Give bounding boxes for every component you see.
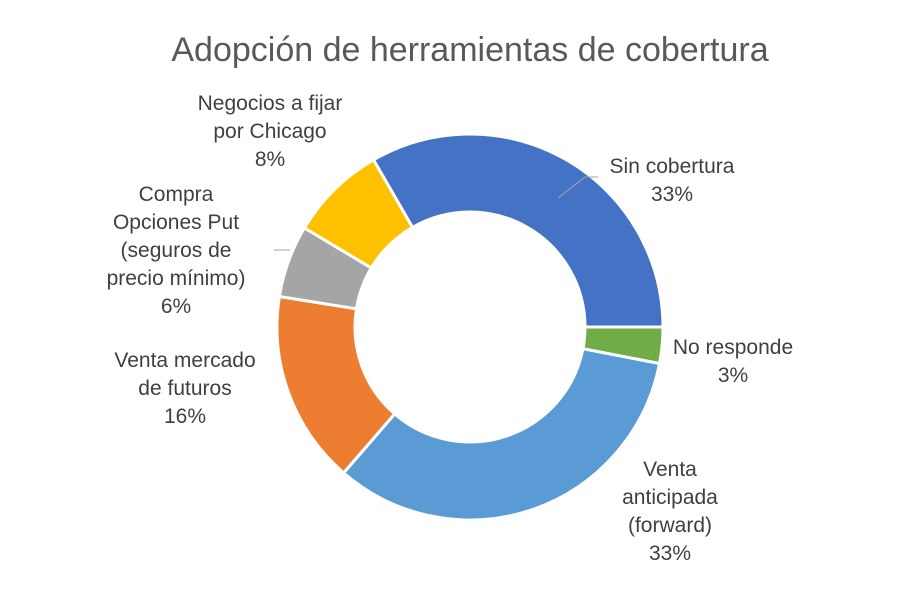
data-label-1: Sin cobertura 33% xyxy=(610,155,735,206)
data-label-6-line-1: Negocios a fijar xyxy=(198,92,343,115)
data-label-2: No responde 3% xyxy=(673,336,793,387)
leader-lines-group xyxy=(274,176,598,251)
chart-title: Adopción de herramientas de cobertura xyxy=(171,31,768,69)
data-label-4: Venta mercado de futuros 16% xyxy=(114,349,255,428)
data-label-4-line-1: Venta mercado xyxy=(114,349,255,372)
data-label-3-line-3: (forward) xyxy=(628,514,712,537)
slice-6 xyxy=(302,157,415,270)
data-label-6-line-2: por Chicago xyxy=(213,120,326,143)
data-label-5-line-3: (seguros de xyxy=(121,239,232,262)
data-label-1-line-1: Sin cobertura xyxy=(610,155,735,178)
data-label-1-line-2: 33% xyxy=(651,183,693,206)
data-labels-group: Sin cobertura 33% No responde 3% Venta antici… xyxy=(107,92,794,565)
data-label-5-line-4: precio mínimo) xyxy=(107,267,246,290)
data-label-5: Compra Opciones Put (seguros de precio míni… xyxy=(107,183,246,318)
data-label-5-line-1: Compra xyxy=(139,183,214,206)
leader-line-1 xyxy=(557,176,598,199)
data-label-2-line-1: No responde xyxy=(673,336,793,359)
data-label-6-line-3: 8% xyxy=(255,148,285,171)
data-label-3-line-1: Venta xyxy=(643,458,697,481)
data-label-6: Negocios a fijar por Chicago 8% xyxy=(198,92,343,171)
data-label-4-line-2: de futuros xyxy=(138,377,231,400)
data-label-3: Venta anticipada (forward) 33% xyxy=(622,458,718,565)
data-label-3-line-4: 33% xyxy=(649,542,691,565)
slice-3 xyxy=(341,347,662,522)
data-label-5-line-2: Opciones Put xyxy=(113,211,239,234)
data-label-4-line-3: 16% xyxy=(164,405,206,428)
data-label-5-line-5: 6% xyxy=(161,295,191,318)
slice-1 xyxy=(371,132,665,329)
data-label-2-line-2: 3% xyxy=(718,364,748,387)
slices-group xyxy=(275,132,665,522)
data-label-3-line-2: anticipada xyxy=(622,486,718,509)
